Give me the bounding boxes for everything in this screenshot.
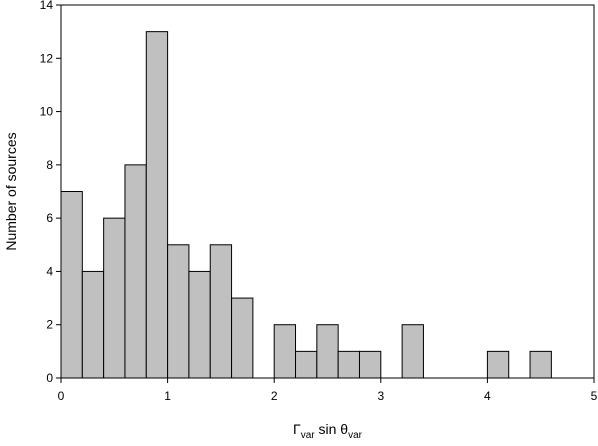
y-tick-label-7: 14: [40, 0, 54, 12]
histogram-bar-14: [401, 324, 424, 379]
x-tick-label-3: 3: [377, 389, 384, 403]
plot-frame: [60, 4, 595, 379]
histogram-bar-9: [273, 324, 297, 379]
y-tick-label-1: 2: [46, 318, 53, 332]
histogram-bar-3: [124, 164, 147, 379]
histogram-bar-7: [209, 244, 233, 379]
histogram-bar-8: [231, 297, 254, 379]
x-tick-label-5: 5: [591, 389, 598, 403]
x-tick-label-2: 2: [271, 389, 278, 403]
histogram-bar-1: [81, 270, 105, 379]
x-axis-ticks: 0 1 2 3 4 5: [58, 378, 598, 403]
y-tick-label-0: 0: [46, 371, 53, 385]
histogram-bar-5: [167, 244, 190, 379]
x-label-sub-1: var: [301, 430, 316, 441]
x-tick-label-4: 4: [484, 389, 491, 403]
histogram-bar-6: [188, 270, 211, 379]
y-tick-label-2: 4: [46, 264, 53, 278]
bars-group: [60, 31, 552, 379]
y-axis-label: Number of sources: [3, 132, 19, 250]
histogram-bar-16: [529, 350, 552, 379]
x-axis-label: Γvar sin θvar: [293, 421, 363, 441]
histogram-bar-12: [337, 350, 360, 379]
y-tick-label-3: 6: [46, 211, 53, 225]
x-label-gamma: Γ: [293, 421, 301, 437]
y-tick-label-5: 10: [40, 105, 54, 119]
y-tick-label-6: 12: [40, 51, 54, 65]
histogram-bar-11: [316, 324, 339, 379]
histogram-bar-4: [145, 31, 169, 379]
x-tick-label-0: 0: [58, 389, 65, 403]
y-tick-label-4: 8: [46, 158, 53, 172]
histogram-bar-0: [60, 191, 83, 379]
x-label-sub-2: var: [348, 430, 363, 441]
histogram-bar-15: [486, 350, 510, 379]
x-label-sin-theta: sin θ: [315, 421, 349, 437]
histogram-bar-2: [103, 217, 126, 379]
x-tick-label-1: 1: [164, 389, 171, 403]
histogram-bar-13: [358, 350, 382, 379]
histogram-bar-10: [295, 350, 318, 379]
y-axis-ticks: 0 2 4 6 8 10 12 14: [40, 0, 61, 385]
